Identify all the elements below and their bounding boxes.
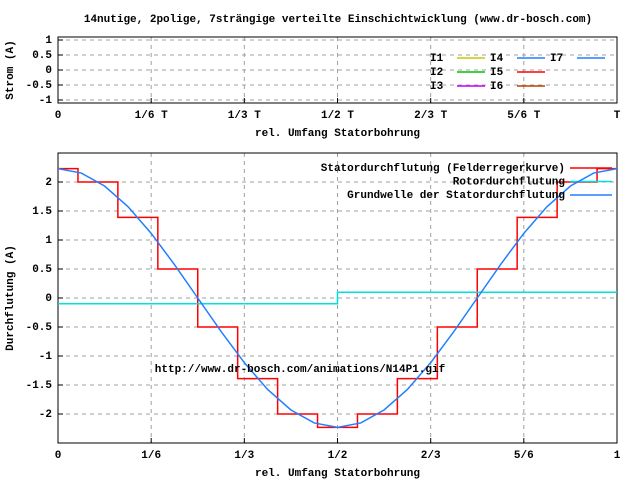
- x-tick-label: 2/3 T: [414, 110, 447, 122]
- x-tick-label: 0: [55, 110, 62, 122]
- legend-label: Rotordurchflutung: [453, 176, 565, 188]
- x-axis-label: rel. Umfang Statorbohrung: [255, 468, 420, 480]
- x-tick-label: T: [614, 110, 621, 122]
- legend-label: I5: [490, 67, 504, 79]
- legend-label: I1: [430, 53, 444, 65]
- x-tick-label: 1/6 T: [135, 110, 168, 122]
- x-tick-label: 1/2 T: [321, 110, 354, 122]
- y-tick-label: 2: [45, 177, 52, 189]
- x-tick-label: 0: [55, 450, 62, 462]
- legend-label: Grundwelle der Statordurchflutung: [347, 190, 565, 202]
- legend-label: I7: [550, 53, 563, 65]
- x-tick-label: 1/3: [234, 450, 254, 462]
- legend-label: I2: [430, 67, 443, 79]
- y-tick-label: 0.5: [32, 264, 52, 276]
- legend-label: I4: [490, 53, 504, 65]
- x-tick-label: 1/6: [141, 450, 161, 462]
- x-axis-label: rel. Umfang Statorbohrung: [255, 128, 420, 140]
- y-tick-label: 1: [45, 35, 52, 47]
- y-tick-label: 0: [45, 293, 52, 305]
- legend-label: Statordurchflutung (Felderregerkurve): [321, 163, 565, 175]
- plot-frame: [57, 152, 618, 444]
- x-tick-label: 1/2: [328, 450, 348, 462]
- y-tick-label: -1.5: [26, 380, 53, 392]
- x-tick-label: 5/6 T: [507, 110, 540, 122]
- x-tick-label: 1/3 T: [228, 110, 261, 122]
- y-axis-label: Strom (A): [5, 40, 17, 99]
- plot-frame: [57, 36, 618, 104]
- y-tick-label: -2: [39, 409, 52, 421]
- y-tick-label: 1.5: [32, 206, 52, 218]
- x-tick-label: 2/3: [421, 450, 441, 462]
- y-tick-label: 0: [45, 65, 52, 77]
- legend-label: I6: [490, 81, 503, 93]
- x-tick-label: 1: [614, 450, 621, 462]
- series-line: [57, 167, 618, 429]
- legend-label: I3: [430, 81, 444, 93]
- y-tick-label: -0.5: [26, 322, 53, 334]
- y-tick-label: 0.5: [32, 50, 52, 62]
- y-tick-label: -0.5: [26, 80, 53, 92]
- chart-title: 14nutige, 2polige, 7strängige verteilte …: [84, 14, 592, 26]
- x-tick-label: 5/6: [514, 450, 534, 462]
- y-tick-label: -1: [39, 95, 53, 107]
- annotation: http://www.dr-bosch.com/animations/N14P1…: [155, 364, 446, 376]
- y-axis-label: Durchflutung (A): [5, 245, 17, 351]
- series-line: [58, 291, 617, 305]
- y-tick-label: -1: [39, 351, 53, 363]
- y-tick-label: 1: [45, 235, 52, 247]
